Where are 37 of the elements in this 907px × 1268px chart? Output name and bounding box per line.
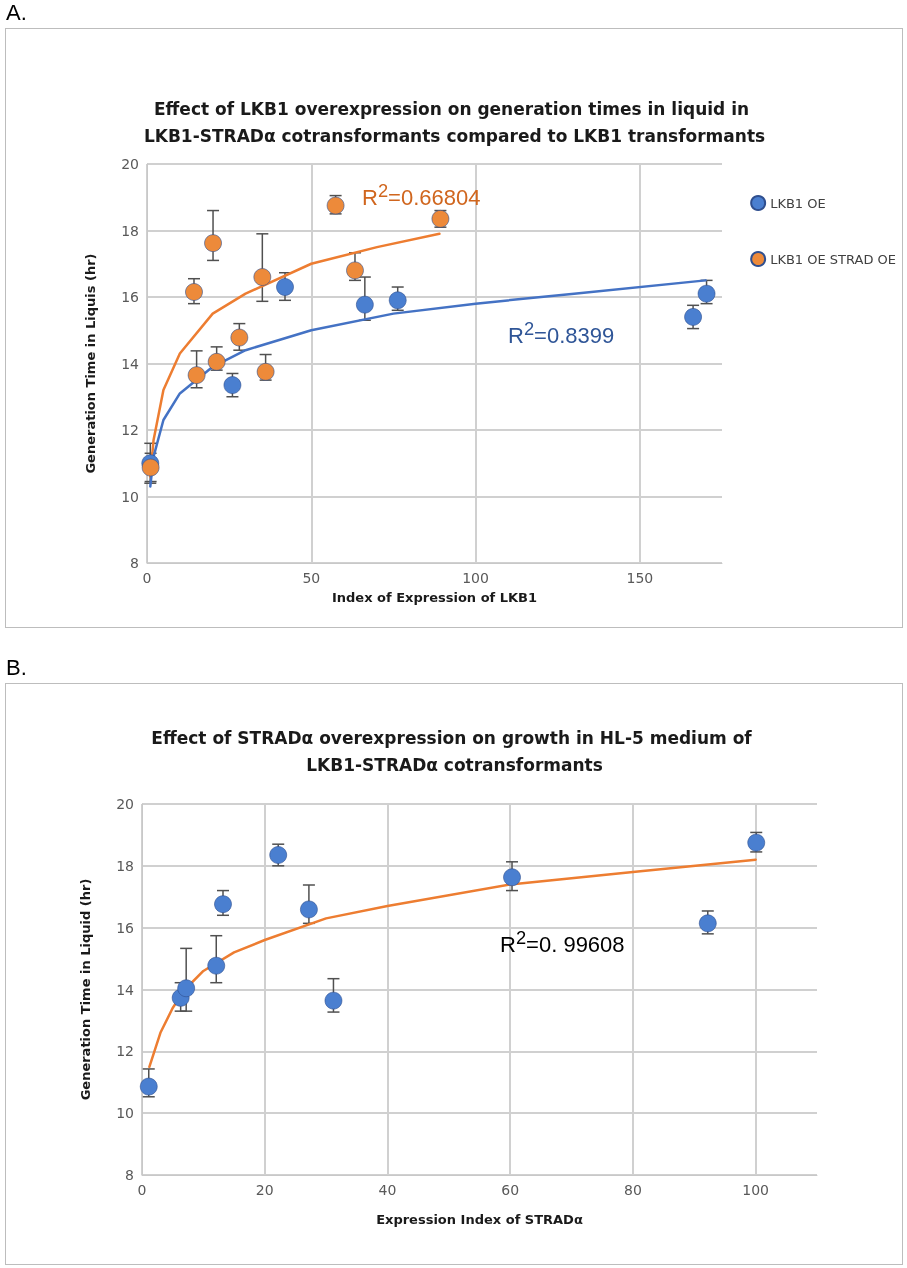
y-tick-label: 14 [116, 981, 135, 998]
chart-title: Effect of STRADα overexpression on growth in HL-5 medium of LKB1-STRADα cotransformants [151, 727, 758, 775]
y-tick-label: 18 [116, 857, 134, 874]
y-tick-label: 18 [121, 222, 139, 239]
y-tick-label: 8 [125, 1167, 134, 1183]
chart-title: Effect of LKB1 overexpression on generation times in liquid in LKB1-STRADα cotransformants compared to LKB1 transformants [143, 98, 766, 146]
legend-label: LKB1 OE [770, 195, 826, 211]
x-tick-label: 0 [137, 1182, 147, 1198]
y-tick-label: 20 [121, 156, 139, 172]
y-tick-label: 12 [116, 1043, 134, 1060]
y-tick-label: 14 [121, 355, 140, 372]
y-axis-title: Generation Time in Liquid (hr) [78, 878, 93, 1101]
x-tick-label: 100 [742, 1182, 769, 1198]
annotation: R$^{2}$=0.8399 [508, 318, 615, 350]
x-tick-label: 80 [624, 1182, 642, 1198]
annotation: R$^{2}$=0. 99608 [500, 927, 625, 959]
y-tick-label: 16 [116, 919, 135, 936]
x-axis-title: Expression Index of STRADα [376, 1212, 583, 1227]
text: A. [6, 0, 27, 26]
y-axis-title: Generation Time in Liquis (hr) [83, 253, 98, 474]
annotation: R$^{2}$=0.66804 [362, 180, 481, 212]
x-tick-label: 150 [626, 570, 654, 586]
y-tick-label: 20 [116, 796, 134, 812]
x-tick-label: 0 [142, 570, 152, 586]
x-tick-label: 40 [378, 1182, 397, 1198]
y-tick-label: 10 [121, 488, 139, 505]
text: B. [6, 655, 27, 681]
x-tick-label: 20 [255, 1182, 274, 1198]
x-tick-label: 100 [462, 570, 489, 586]
x-tick-label: 60 [501, 1182, 520, 1198]
y-tick-label: 8 [130, 555, 139, 571]
legend-label: LKB1 OE STRAD OE [770, 251, 897, 267]
y-tick-label: 16 [121, 289, 140, 305]
x-axis-title: Index of Expression of LKB1 [331, 590, 538, 605]
x-tick-label: 50 [302, 570, 321, 586]
y-tick-label: 10 [116, 1105, 134, 1122]
y-tick-label: 12 [121, 422, 139, 438]
